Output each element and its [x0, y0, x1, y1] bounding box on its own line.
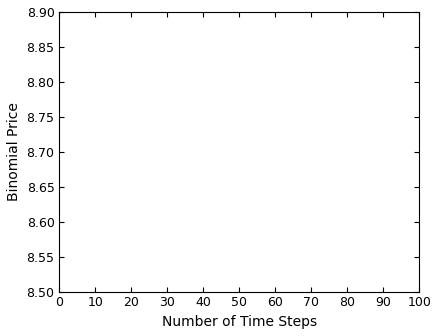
Y-axis label: Binomial Price: Binomial Price	[7, 102, 21, 201]
X-axis label: Number of Time Steps: Number of Time Steps	[162, 315, 317, 329]
